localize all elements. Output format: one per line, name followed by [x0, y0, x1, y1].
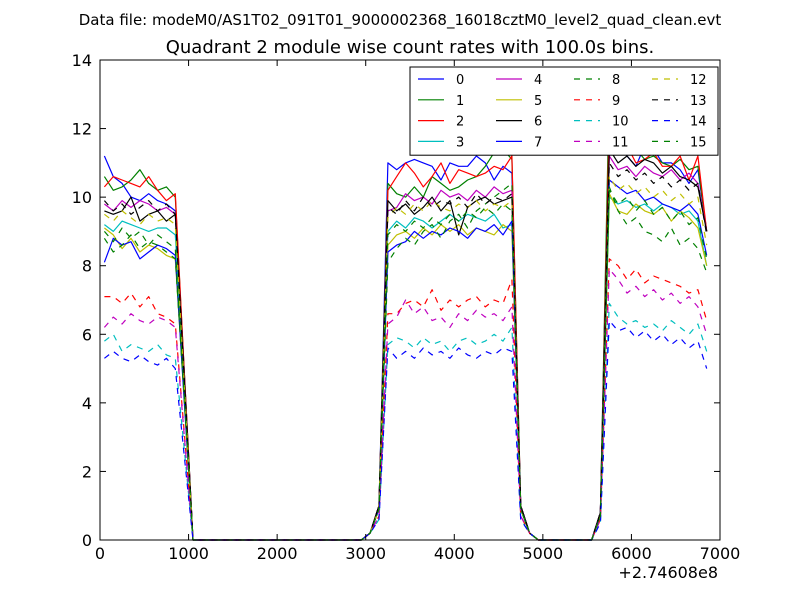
- x-offset-label: +2.74608e8: [618, 563, 718, 582]
- legend-label-4: 4: [534, 73, 542, 88]
- series-line-8: [103, 182, 708, 541]
- legend-label-6: 6: [534, 115, 542, 130]
- y-tick-label: 12: [72, 120, 92, 139]
- legend-label-8: 8: [612, 73, 620, 88]
- y-tick-label: 2: [82, 462, 92, 481]
- legend-label-12: 12: [690, 73, 707, 88]
- legend-label-11: 11: [612, 135, 629, 150]
- x-tick-label: 3000: [345, 544, 386, 563]
- legend-label-15: 15: [690, 135, 707, 150]
- legend-label-14: 14: [690, 115, 707, 130]
- chart-title: Quadrant 2 module wise count rates with …: [166, 37, 655, 58]
- x-tick-label: 5000: [522, 544, 563, 563]
- legend-label-5: 5: [534, 94, 542, 109]
- legend-frame: [409, 66, 719, 156]
- legend-label-9: 9: [612, 94, 620, 109]
- y-tick-label: 8: [82, 257, 92, 276]
- legend-label-10: 10: [612, 115, 629, 130]
- y-tick-label: 0: [82, 531, 92, 550]
- legend-label-7: 7: [534, 135, 542, 150]
- x-tick-label: 0: [95, 544, 105, 563]
- legend-label-1: 1: [456, 94, 464, 109]
- y-tick-label: 14: [72, 51, 92, 70]
- legend-label-13: 13: [690, 94, 707, 109]
- y-tick-label: 6: [82, 325, 92, 344]
- x-tick-label: 1000: [168, 544, 209, 563]
- legend-label-3: 3: [456, 135, 464, 150]
- plot-frame: [99, 59, 721, 541]
- y-tick-label: 4: [82, 394, 92, 413]
- y-tick-label: 10: [72, 188, 92, 207]
- x-tick-label: 2000: [257, 544, 298, 563]
- x-tick-label: 6000: [611, 544, 652, 563]
- chart-supertitle: Data file: modeM0/AS1T02_091T01_90000023…: [79, 11, 722, 30]
- legend-label-0: 0: [456, 73, 464, 88]
- x-tick-label: 7000: [700, 544, 741, 563]
- x-tick-label: 4000: [434, 544, 475, 563]
- series-line-14: [104, 320, 708, 541]
- legend-label-2: 2: [456, 115, 464, 130]
